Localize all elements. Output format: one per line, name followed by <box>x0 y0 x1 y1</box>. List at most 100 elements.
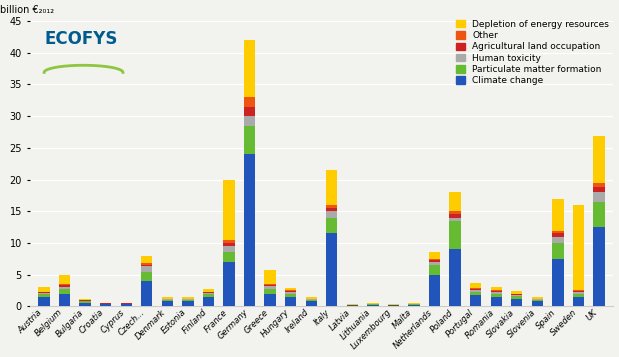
Bar <box>573 290 584 291</box>
Bar <box>491 294 502 297</box>
Bar <box>326 233 337 306</box>
Bar <box>100 304 111 305</box>
Bar <box>244 116 255 126</box>
Bar <box>244 154 255 306</box>
Bar <box>264 294 275 306</box>
Bar <box>38 287 50 292</box>
Bar <box>347 304 358 305</box>
Bar <box>594 187 605 192</box>
Bar <box>38 297 50 306</box>
Bar <box>244 97 255 107</box>
Bar <box>449 215 461 218</box>
Bar <box>511 299 522 306</box>
Bar <box>326 170 337 205</box>
Bar <box>594 202 605 227</box>
Bar <box>38 294 50 297</box>
Bar <box>79 299 91 300</box>
Bar <box>552 259 563 306</box>
Bar <box>449 211 461 215</box>
Bar <box>491 290 502 291</box>
Bar <box>264 289 275 294</box>
Bar <box>59 275 70 284</box>
Bar <box>552 237 563 243</box>
Bar <box>59 284 70 286</box>
Bar <box>100 305 111 306</box>
Bar <box>203 297 214 306</box>
Bar <box>285 297 297 306</box>
Bar <box>223 246 235 252</box>
Text: ECOFYS: ECOFYS <box>44 30 118 47</box>
Bar <box>326 208 337 211</box>
Bar <box>59 287 70 289</box>
Bar <box>429 265 440 275</box>
Bar <box>223 262 235 306</box>
Bar <box>552 243 563 259</box>
Bar <box>367 305 379 306</box>
Bar <box>285 288 297 290</box>
Bar <box>182 300 194 301</box>
Bar <box>223 252 235 262</box>
Bar <box>59 286 70 287</box>
Bar <box>449 221 461 249</box>
Bar <box>470 289 482 290</box>
Bar <box>429 252 440 259</box>
Bar <box>141 266 152 272</box>
Bar <box>306 301 317 306</box>
Bar <box>162 297 173 299</box>
Bar <box>285 290 297 291</box>
Bar <box>285 291 297 292</box>
Bar <box>141 281 152 306</box>
Bar <box>511 294 522 295</box>
Bar <box>594 192 605 202</box>
Bar <box>306 300 317 301</box>
Bar <box>511 296 522 299</box>
Bar <box>38 292 50 293</box>
Bar <box>59 294 70 306</box>
Bar <box>511 295 522 296</box>
Bar <box>59 289 70 294</box>
Bar <box>470 295 482 306</box>
Bar <box>141 272 152 281</box>
Bar <box>306 297 317 299</box>
Bar <box>285 294 297 297</box>
Bar <box>532 301 543 306</box>
Bar <box>552 199 563 231</box>
Bar <box>594 136 605 183</box>
Bar <box>594 227 605 306</box>
Bar <box>511 291 522 294</box>
Bar <box>429 260 440 262</box>
Bar <box>573 297 584 306</box>
Bar <box>182 301 194 306</box>
Bar <box>79 301 91 303</box>
Bar <box>162 301 173 306</box>
Bar <box>203 294 214 297</box>
Bar <box>573 294 584 297</box>
Bar <box>141 265 152 266</box>
Bar <box>552 233 563 237</box>
Bar <box>326 205 337 208</box>
Bar <box>162 300 173 301</box>
Text: billion €₂₀₁₂: billion €₂₀₁₂ <box>1 5 54 15</box>
Bar <box>594 183 605 187</box>
Bar <box>223 180 235 240</box>
Bar <box>429 259 440 260</box>
Bar <box>244 126 255 154</box>
Bar <box>491 297 502 306</box>
Bar <box>429 275 440 306</box>
Bar <box>203 293 214 294</box>
Bar <box>367 303 379 304</box>
Bar <box>121 305 132 306</box>
Bar <box>141 263 152 265</box>
Bar <box>285 292 297 294</box>
Bar <box>449 218 461 221</box>
Bar <box>203 292 214 293</box>
Bar <box>532 300 543 301</box>
Bar <box>223 240 235 243</box>
Bar <box>326 211 337 218</box>
Bar <box>244 40 255 97</box>
Bar <box>552 231 563 233</box>
Bar <box>573 291 584 292</box>
Bar <box>470 292 482 295</box>
Bar <box>203 289 214 292</box>
Bar <box>264 270 275 283</box>
